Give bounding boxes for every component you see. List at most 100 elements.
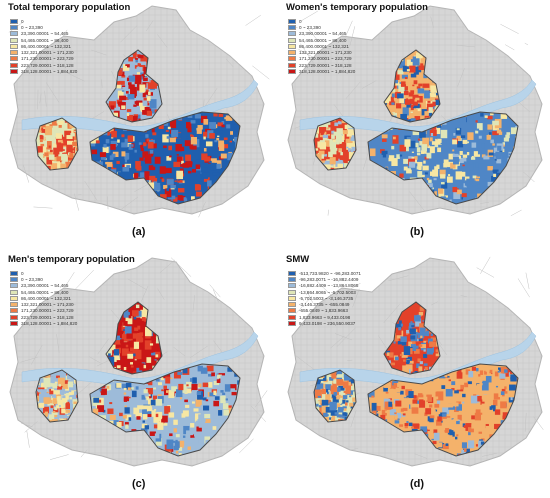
grid-cell: [190, 137, 197, 145]
grid-cell: [487, 166, 493, 171]
grid-cell: [73, 132, 78, 141]
grid-cell: [395, 400, 402, 407]
grid-cell: [131, 67, 137, 75]
grid-cell: [203, 405, 210, 411]
map-canvas: [9, 257, 268, 467]
grid-cell: [414, 315, 421, 322]
grid-cell: [405, 364, 413, 372]
grid-cell: [43, 397, 50, 404]
grid-cell: [407, 132, 411, 137]
grid-cell: [168, 390, 175, 399]
grid-cell: [124, 152, 130, 160]
grid-cell: [168, 186, 173, 189]
grid-cell: [480, 441, 485, 445]
grid-cell: [500, 130, 504, 133]
grid-cell: [508, 153, 512, 156]
grid-cell: [218, 112, 224, 117]
grid-cell: [138, 118, 141, 121]
grid-cell: [90, 202, 96, 204]
grid-cell: [396, 154, 400, 159]
grid-cell: [134, 65, 138, 69]
grid-cell: [51, 119, 58, 126]
grid-cell: [154, 109, 158, 113]
grid-cell: [49, 388, 54, 395]
grid-cell: [442, 444, 449, 450]
grid-cell: [317, 395, 321, 398]
grid-cell: [420, 426, 428, 433]
panel-label-c: (c): [132, 478, 146, 490]
grid-cell: [163, 385, 167, 389]
grid-cell: [41, 127, 48, 134]
road-line: [480, 256, 491, 275]
grid-cell: [207, 376, 213, 381]
grid-cell: [458, 419, 461, 422]
grid-cell: [480, 399, 485, 405]
grid-cell: [190, 145, 197, 150]
grid-cell: [191, 401, 195, 404]
grid-cell: [142, 420, 145, 423]
grid-cell: [61, 153, 68, 161]
grid-cell: [128, 84, 135, 89]
grid-cell: [149, 365, 153, 368]
road-line: [431, 301, 438, 306]
grid-cell: [423, 349, 426, 352]
grid-cell: [453, 156, 459, 165]
grid-cell: [340, 152, 343, 156]
grid-cell: [461, 135, 466, 139]
grid-cell: [191, 168, 197, 173]
grid-cell: [70, 382, 76, 390]
grid-cell: [385, 350, 391, 354]
road-line: [524, 412, 527, 432]
grid-cell: [317, 141, 323, 148]
grid-cell: [403, 91, 409, 95]
grid-cell: [57, 139, 64, 144]
road-line: [476, 267, 495, 278]
grid-cell: [433, 429, 438, 435]
legend-swatch: [288, 37, 296, 43]
grid-cell: [208, 160, 212, 164]
grid-cell: [400, 323, 403, 327]
grid-cell: [479, 370, 484, 375]
grid-cell: [409, 360, 414, 364]
grid-cell: [97, 405, 105, 413]
grid-cell: [209, 419, 213, 422]
grid-cell: [122, 87, 129, 92]
grid-cell: [401, 340, 407, 346]
grid-cell: [191, 135, 194, 138]
grid-cell: [145, 134, 149, 138]
map-title: Total temporary population: [8, 2, 131, 13]
grid-cell: [392, 89, 396, 93]
grid-cell: [187, 170, 192, 174]
grid-cell: [66, 151, 70, 155]
grid-cell: [486, 394, 494, 400]
grid-cell: [446, 417, 452, 423]
grid-cell: [429, 404, 433, 408]
grid-cell: [103, 144, 107, 148]
grid-cell: [55, 133, 62, 139]
grid-cell: [385, 154, 389, 158]
grid-cell: [459, 150, 463, 156]
grid-cell: [122, 56, 129, 65]
grid-cell: [186, 381, 192, 388]
grid-cell: [477, 150, 482, 155]
road-line: [505, 44, 515, 51]
grid-cell: [438, 414, 443, 417]
grid-cell: [168, 145, 173, 151]
grid-cell: [136, 416, 141, 420]
grid-cell: [134, 349, 142, 360]
legend-swatch: [288, 283, 296, 289]
panel-label-d: (d): [410, 478, 425, 490]
grid-cell: [197, 125, 203, 131]
legend-swatch: [288, 308, 296, 314]
grid-cell: [165, 390, 169, 393]
grid-cell: [217, 122, 224, 127]
grid-cell: [462, 401, 465, 404]
grid-cell: [351, 146, 356, 152]
road-line: [252, 65, 270, 80]
grid-cell: [151, 352, 156, 356]
grid-cell: [416, 95, 423, 103]
grid-cell: [458, 155, 462, 159]
grid-cell: [200, 405, 204, 408]
road-line: [39, 93, 42, 104]
grid-cell: [434, 91, 440, 96]
